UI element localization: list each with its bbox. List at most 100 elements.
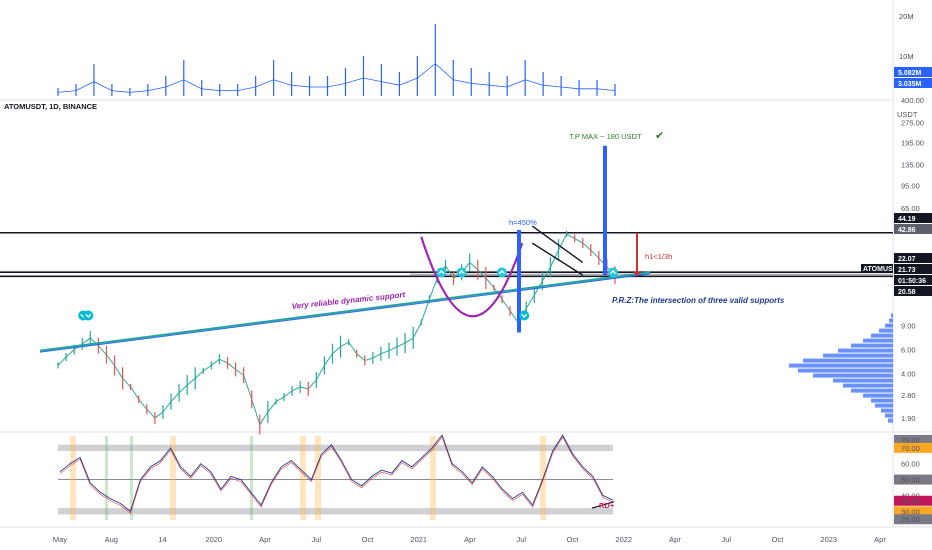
volume-readout-label: 3.035M bbox=[898, 81, 922, 88]
price-badge bbox=[894, 264, 932, 274]
axes: 400.00 275.00 195.00 135.00 95.00 65.00 9.00 6.… bbox=[53, 96, 924, 544]
oscillator-tick-label: 70.00 bbox=[901, 444, 920, 453]
price-tick-label: 275.00 bbox=[901, 118, 924, 127]
price-axis-unit: USDT bbox=[897, 110, 918, 119]
price-tick-label: 65.00 bbox=[901, 204, 920, 213]
flag-upper-line bbox=[531, 225, 584, 264]
symbol-badge bbox=[861, 264, 893, 273]
price-tick-label: 6.00 bbox=[901, 346, 916, 355]
volume-profile-bar bbox=[875, 403, 893, 408]
time-tick-label: 2020 bbox=[205, 535, 222, 544]
volume-profile-bar bbox=[823, 353, 893, 358]
symbol-title[interactable]: ATOMUSDT, 1D, BINANCE bbox=[4, 102, 97, 111]
dynamic-support-trendline-shadow bbox=[39, 273, 651, 353]
volume-ma-line bbox=[57, 63, 616, 93]
time-tick-label: 2023 bbox=[820, 535, 837, 544]
volume-profile-bar bbox=[863, 393, 893, 398]
volume-profile-bar bbox=[871, 333, 893, 338]
volume-profile-bar bbox=[833, 378, 893, 383]
volume-profile-bar bbox=[888, 418, 893, 423]
take-profit-annotation: T.P MAX ~ 180 USDT bbox=[569, 132, 642, 141]
oscillator-tick-badge bbox=[894, 434, 932, 445]
price-tick-label: 195.00 bbox=[901, 139, 924, 148]
check-icon: ✔ bbox=[655, 129, 664, 142]
time-tick-label: Jul bbox=[311, 535, 321, 544]
h1-ratio-annotation: h1<1/3h bbox=[645, 252, 672, 261]
price-badge-label: 44.19 bbox=[898, 216, 916, 223]
time-tick-label: Apr bbox=[874, 535, 886, 544]
highlight-column bbox=[250, 436, 253, 520]
signal-marker-chevron bbox=[458, 269, 465, 275]
time-tick-label: 2022 bbox=[615, 535, 632, 544]
oscillator-tick-badge bbox=[894, 506, 932, 517]
oscillator-signal-line bbox=[59, 436, 614, 514]
oscillator-line bbox=[59, 434, 614, 513]
highlight-column bbox=[105, 436, 108, 520]
time-tick-label: Oct bbox=[362, 535, 375, 544]
time-tick-label: May bbox=[53, 535, 67, 544]
dynamic-support-trendline bbox=[39, 271, 651, 352]
oscillator-tick-badge bbox=[894, 474, 932, 485]
oscillator-tick-label: 75.00 bbox=[901, 436, 920, 445]
volume-tick-label: 10M bbox=[899, 52, 914, 61]
volume-profile-bar bbox=[885, 413, 893, 418]
oscillator-tick-badge bbox=[894, 495, 932, 506]
oscillator-tick-badge bbox=[894, 442, 932, 453]
highlight-column bbox=[430, 436, 436, 520]
price-badge-label: 20.58 bbox=[898, 289, 916, 296]
highlight-column bbox=[70, 436, 76, 520]
h1-arrowhead bbox=[632, 270, 642, 277]
signal-marker bbox=[456, 267, 467, 278]
symbol-badge-label: ATOMUSDT bbox=[863, 266, 903, 273]
price-badge-label: 01:50:36 bbox=[898, 278, 926, 285]
volume-profile-bar bbox=[789, 363, 893, 368]
volume-readout-label: 5.082M bbox=[898, 70, 922, 77]
volume-profile-bar bbox=[851, 388, 893, 393]
highlight-column bbox=[300, 436, 306, 520]
volume-profile-bar bbox=[863, 338, 893, 343]
oversold-band bbox=[58, 508, 613, 515]
time-tick-label: Aug bbox=[105, 535, 118, 544]
height-annotation: h=450% bbox=[509, 218, 537, 227]
signal-marker-chevron bbox=[85, 313, 92, 319]
price-badge bbox=[894, 286, 932, 296]
time-tick-label: Apr bbox=[259, 535, 271, 544]
price-badge bbox=[894, 224, 932, 234]
time-tick-label: Oct bbox=[772, 535, 785, 544]
oscillator-tick-label: 36.66 bbox=[901, 497, 920, 506]
signal-marker bbox=[83, 310, 94, 321]
signal-marker bbox=[436, 267, 447, 278]
price-tick-label: 135.00 bbox=[901, 161, 924, 170]
prz-annotation: P.R.Z:The intersection of three valid su… bbox=[612, 296, 785, 305]
highlight-column bbox=[170, 436, 176, 520]
volume-profile-bar bbox=[803, 358, 893, 363]
time-tick-label: Oct bbox=[567, 535, 580, 544]
price-badge-label: 42.86 bbox=[898, 227, 916, 234]
oscillator-tick-label: 30.00 bbox=[901, 507, 920, 516]
signal-marker bbox=[519, 310, 530, 321]
highlight-column bbox=[315, 436, 321, 520]
volume-profile-bar bbox=[813, 373, 893, 378]
price-panel bbox=[0, 145, 893, 435]
volume-profile-bar bbox=[851, 343, 893, 348]
volume-panel: 20M 10M 5.082M 3.035M bbox=[57, 12, 932, 96]
price-tick-label: 9.00 bbox=[901, 322, 916, 331]
volume-profile-bar bbox=[881, 408, 893, 413]
volume-readout-badge bbox=[894, 67, 932, 77]
price-tick-label: 95.00 bbox=[901, 181, 920, 190]
volume-profile-bar bbox=[885, 323, 893, 328]
price-tick-label: 400.00 bbox=[901, 96, 924, 105]
volume-tick-label: 20M bbox=[899, 12, 914, 21]
volume-readout-badge bbox=[894, 78, 932, 88]
price-tick-label: 2.80 bbox=[901, 391, 916, 400]
price-tick-label: 4.00 bbox=[901, 370, 916, 379]
height-arrow-2 bbox=[603, 145, 607, 276]
time-tick-label: 2021 bbox=[410, 535, 427, 544]
highlight-column bbox=[130, 436, 133, 520]
signal-marker-chevron bbox=[438, 269, 445, 275]
time-tick-label: Apr bbox=[464, 535, 476, 544]
volume-profile-bar bbox=[843, 383, 893, 388]
